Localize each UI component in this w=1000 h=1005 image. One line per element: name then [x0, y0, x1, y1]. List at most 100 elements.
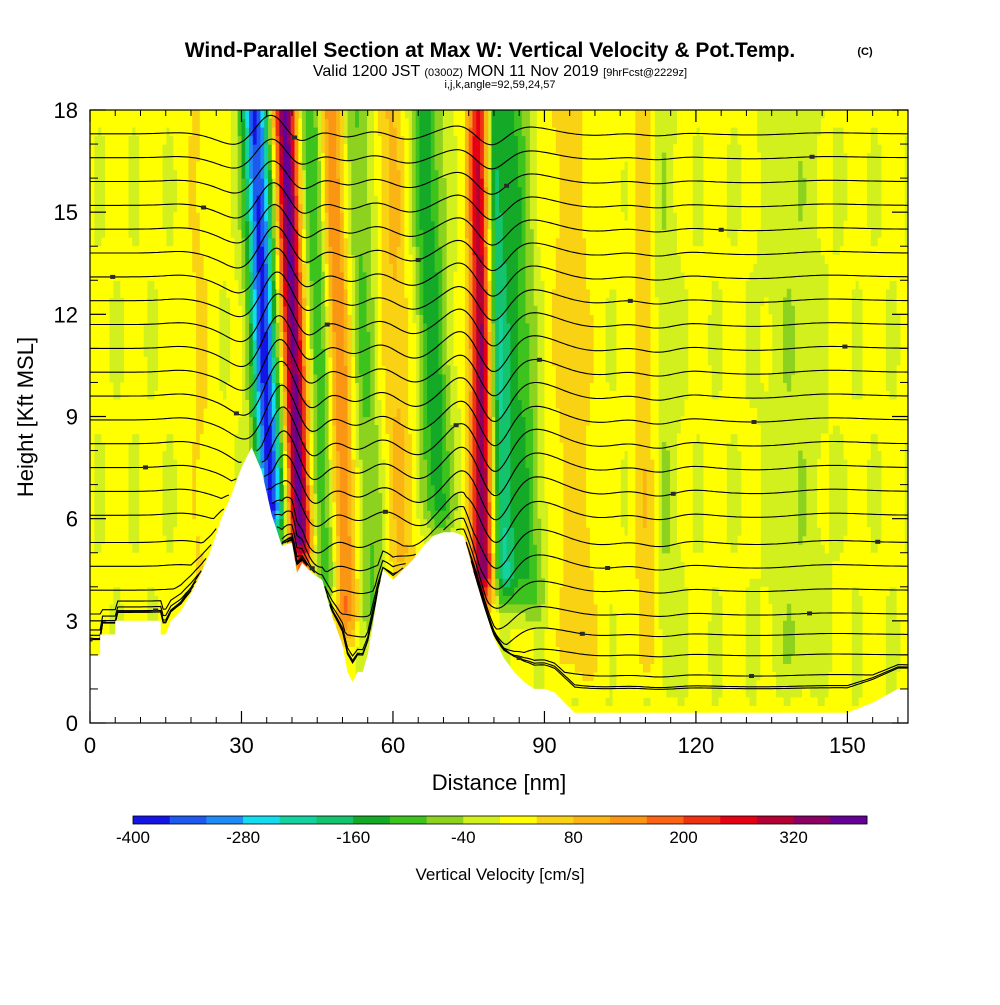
heatmap-cell	[222, 203, 227, 213]
heatmap-cell	[199, 450, 205, 460]
heatmap-cell	[112, 186, 118, 196]
heatmap-cell	[332, 212, 337, 222]
heatmap-cell	[120, 459, 125, 469]
heatmap-cell	[139, 416, 144, 426]
heatmap-cell	[222, 110, 227, 120]
heatmap-cell	[241, 186, 246, 196]
heatmap-cell	[317, 459, 322, 469]
heatmap-cell	[116, 493, 121, 503]
heatmap-cell	[222, 433, 227, 443]
heatmap-cell	[245, 297, 250, 307]
heatmap-cell	[408, 544, 413, 554]
heatmap-cell	[385, 356, 390, 367]
heatmap-cell	[343, 331, 349, 341]
heatmap-cell	[366, 578, 371, 588]
heatmap-cell	[267, 280, 273, 290]
heatmap-cell	[286, 331, 292, 341]
heatmap-cell	[249, 407, 254, 418]
heatmap-cell	[245, 169, 250, 179]
heatmap-cell	[237, 195, 243, 205]
heatmap-cell	[286, 339, 292, 349]
heatmap-cell	[192, 382, 197, 392]
heatmap-cell	[135, 348, 140, 358]
heatmap-cell	[230, 246, 235, 256]
heatmap-cell	[396, 407, 402, 418]
heatmap-cell	[267, 399, 273, 409]
heatmap-cell	[336, 365, 341, 375]
heatmap-cell	[286, 152, 292, 162]
heatmap-cell	[108, 527, 114, 537]
heatmap-cell	[139, 118, 144, 128]
heatmap-cell	[135, 305, 140, 315]
heatmap-cell	[214, 280, 220, 290]
heatmap-cell	[139, 459, 144, 469]
heatmap-cell	[120, 450, 125, 460]
heatmap-cell	[131, 603, 137, 613]
heatmap-cell	[264, 322, 269, 332]
heatmap-cell	[154, 186, 159, 196]
heatmap-cell	[180, 110, 186, 120]
heatmap-cell	[161, 612, 167, 622]
heatmap-cell	[184, 407, 190, 418]
heatmap-cell	[264, 280, 269, 290]
heatmap-cell	[317, 229, 322, 239]
heatmap-cell	[214, 220, 220, 230]
heatmap-cell	[302, 382, 307, 392]
heatmap-cell	[339, 127, 345, 137]
heatmap-cell	[180, 552, 186, 562]
heatmap-cell	[146, 203, 152, 213]
heatmap-cell	[362, 178, 368, 188]
heatmap-cell	[173, 339, 178, 349]
heatmap-cell	[381, 229, 386, 239]
heatmap-cell	[313, 390, 318, 401]
heatmap-cell	[362, 339, 368, 349]
heatmap-cell	[203, 152, 208, 162]
heatmap-cell	[199, 399, 205, 409]
heatmap-cell	[203, 425, 208, 435]
heatmap-cell	[366, 561, 371, 571]
heatmap-cell	[169, 552, 174, 562]
heatmap-cell	[279, 450, 284, 460]
heatmap-cell	[173, 229, 178, 239]
heatmap-cell	[196, 442, 201, 452]
heatmap-cell	[260, 161, 265, 171]
heatmap-cell	[199, 467, 205, 477]
heatmap-cell	[332, 152, 337, 162]
heatmap-cell	[116, 220, 121, 230]
heatmap-cell	[192, 425, 197, 435]
heatmap-cell	[324, 203, 330, 213]
heatmap-cell	[177, 331, 182, 341]
heatmap-cell	[324, 246, 330, 256]
heatmap-cell	[139, 484, 144, 494]
heatmap-cell	[347, 637, 352, 647]
heatmap-cell	[358, 280, 364, 290]
heatmap-cell	[154, 501, 159, 511]
heatmap-cell	[116, 110, 121, 120]
heatmap-cell	[385, 544, 390, 554]
heatmap-cell	[328, 254, 333, 264]
heatmap-cell	[214, 203, 220, 213]
heatmap-cell	[203, 297, 208, 307]
heatmap-cell	[252, 305, 258, 315]
heatmap-cell	[317, 450, 322, 460]
heatmap-cell	[324, 399, 330, 409]
heatmap-cell	[396, 186, 402, 196]
heatmap-cell	[313, 161, 318, 171]
heatmap-cell	[404, 152, 409, 162]
heatmap-cell	[245, 118, 250, 128]
heatmap-cell	[173, 110, 178, 120]
heatmap-cell	[362, 220, 368, 230]
heatmap-cell	[120, 110, 125, 120]
heatmap-cell	[305, 152, 311, 162]
heatmap-cell	[154, 169, 159, 179]
heatmap-cell	[158, 399, 163, 409]
heatmap-cell	[286, 390, 292, 401]
heatmap-cell	[105, 527, 110, 537]
heatmap-cell	[362, 144, 368, 154]
heatmap-cell	[286, 169, 292, 179]
heatmap-cell	[286, 271, 292, 281]
heatmap-cell	[188, 493, 193, 503]
heatmap-cell	[385, 459, 390, 469]
heatmap-cell	[211, 348, 216, 358]
heatmap-cell	[180, 161, 186, 171]
